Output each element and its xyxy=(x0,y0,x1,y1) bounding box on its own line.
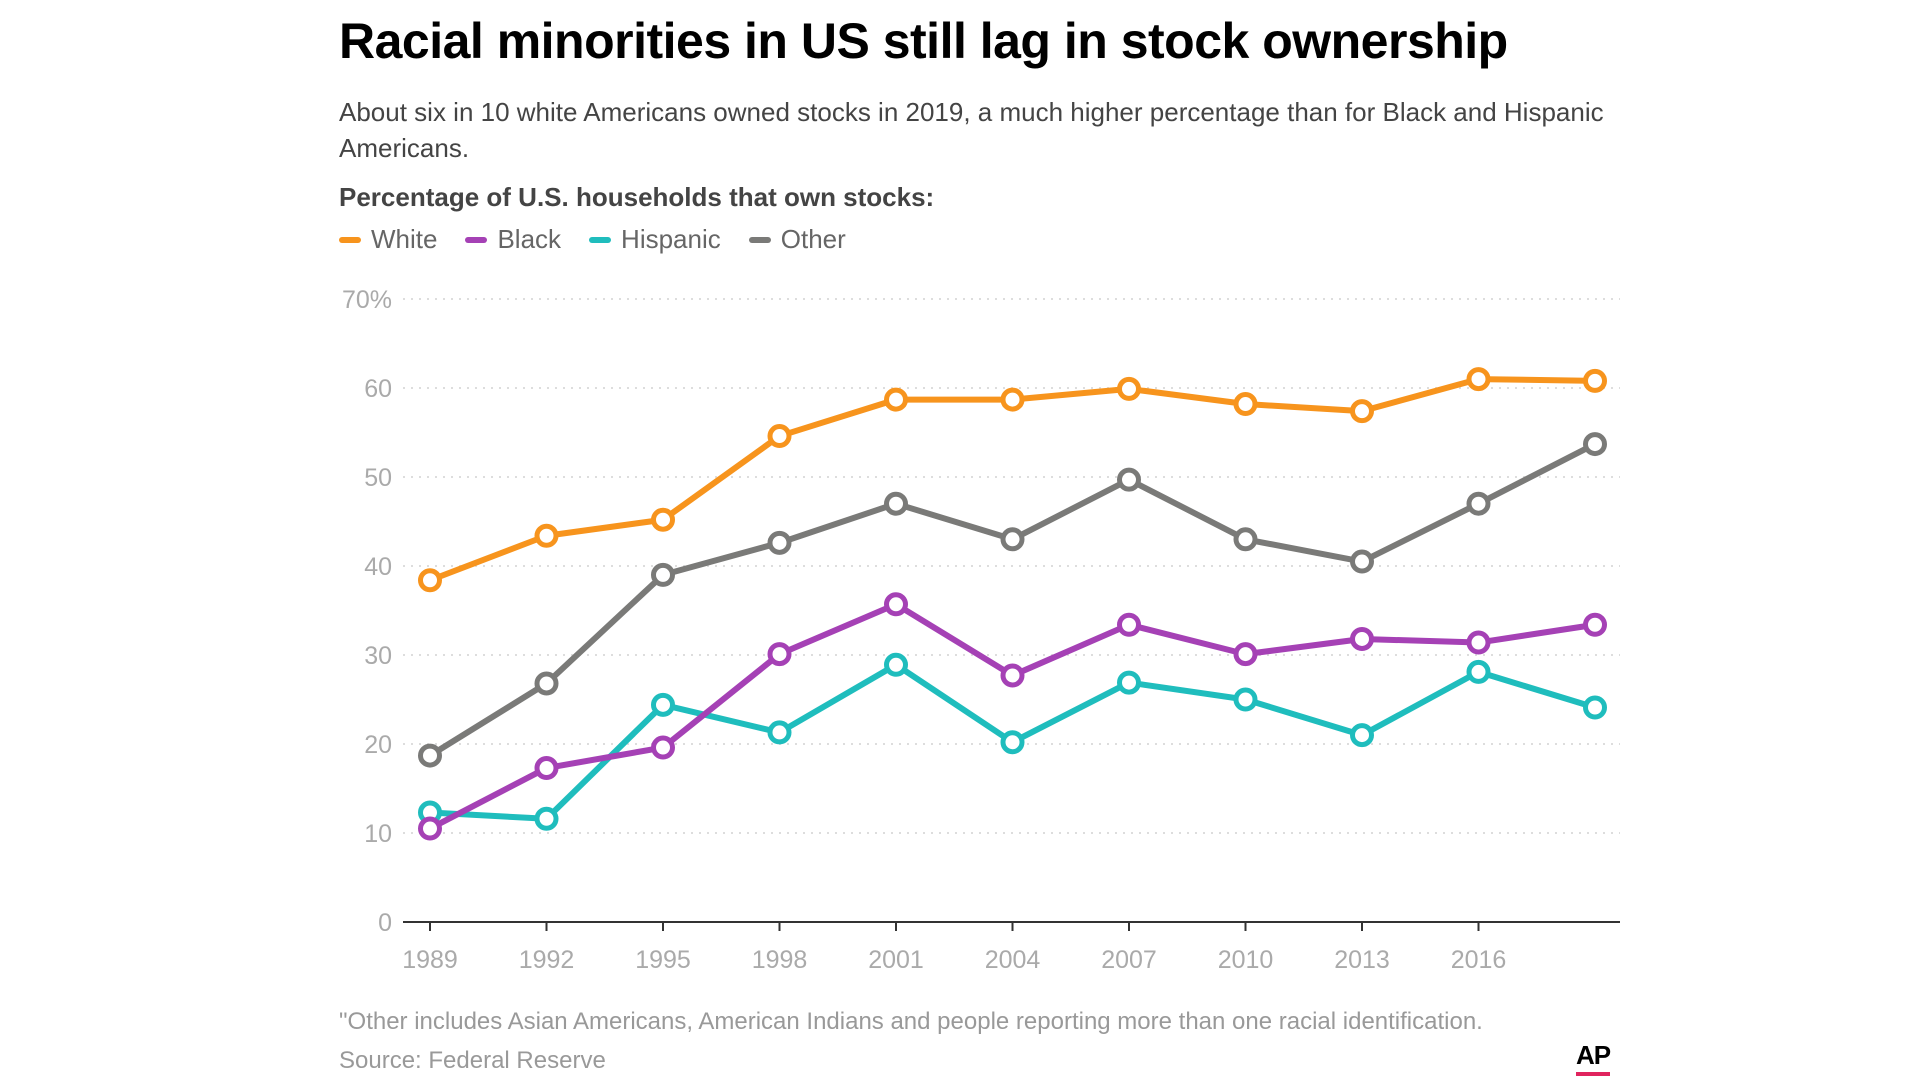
data-point-other xyxy=(1117,467,1141,492)
data-point-other xyxy=(767,530,792,555)
legend: White Black Hispanic Other xyxy=(339,224,846,255)
data-point-white xyxy=(767,424,792,449)
data-point-other xyxy=(1466,491,1491,516)
data-point-black xyxy=(884,592,908,617)
legend-item-other: Other xyxy=(748,224,846,255)
legend-swatch-other xyxy=(748,236,771,243)
legend-swatch-black xyxy=(465,236,488,243)
y-tick-label: 50 xyxy=(364,464,392,492)
x-tick-label: 1992 xyxy=(519,946,575,974)
x-tick-label: 2010 xyxy=(1218,946,1274,974)
legend-label-other: Other xyxy=(780,224,846,254)
data-point-white xyxy=(1000,387,1025,412)
y-tick-label: 30 xyxy=(364,642,392,670)
data-point-hispanic xyxy=(1583,695,1607,720)
legend-label-hispanic: Hispanic xyxy=(621,224,721,254)
legend-item-white: White xyxy=(339,224,437,255)
data-point-black xyxy=(1466,630,1491,655)
data-point-black xyxy=(418,816,442,841)
y-tick-label: 0 xyxy=(378,909,392,937)
chart-title: Racial minorities in US still lag in sto… xyxy=(339,13,1508,69)
data-point-black xyxy=(1117,612,1141,637)
data-points xyxy=(418,367,1607,841)
data-point-white xyxy=(884,387,908,412)
data-point-white xyxy=(1350,399,1374,424)
ap-logo-underline xyxy=(1576,1072,1610,1076)
data-point-black xyxy=(1583,612,1607,637)
data-point-hispanic xyxy=(1000,730,1025,755)
y-tick-label: 70% xyxy=(342,286,392,314)
source-note: Source: Federal Reserve xyxy=(339,1047,606,1074)
data-point-hispanic xyxy=(884,652,908,677)
series-lines xyxy=(427,376,1598,832)
legend-item-hispanic: Hispanic xyxy=(589,224,721,255)
data-point-black xyxy=(534,756,559,781)
chart-subtitle: About six in 10 white Americans owned st… xyxy=(339,97,1604,163)
data-point-black xyxy=(1233,642,1258,667)
y-tick-label: 40 xyxy=(364,553,392,581)
legend-swatch-white xyxy=(339,236,361,243)
data-point-hispanic xyxy=(1350,723,1374,748)
y-tick-label: 20 xyxy=(364,731,392,759)
x-tick-label: 1989 xyxy=(402,946,458,974)
data-point-white xyxy=(534,523,559,548)
legend-swatch-hispanic xyxy=(589,236,612,243)
data-point-black xyxy=(767,642,792,667)
data-point-other xyxy=(884,491,908,516)
series-line-black xyxy=(427,601,1598,832)
x-tick-label: 1995 xyxy=(635,946,691,974)
data-point-other xyxy=(1233,527,1258,552)
axes: 0 10 20 30 40 50 60 70% 1989 1992 1995 1998 2001 2004… xyxy=(342,286,1620,974)
footnote: "Other includes Asian Americans, America… xyxy=(339,1008,1483,1035)
legend-item-black: Black xyxy=(465,224,561,255)
data-point-white xyxy=(651,507,675,532)
data-point-other xyxy=(651,562,675,587)
data-point-hispanic xyxy=(767,720,792,745)
y-tick-label: 60 xyxy=(364,375,392,403)
data-point-white xyxy=(1233,392,1258,417)
x-tick-label: 2013 xyxy=(1334,946,1390,974)
legend-label-white: White xyxy=(371,224,438,254)
data-point-hispanic xyxy=(534,806,559,831)
data-point-white xyxy=(1583,368,1607,393)
data-point-other xyxy=(1350,549,1374,574)
chart-heading: Percentage of U.S. households that own s… xyxy=(339,182,935,212)
data-point-hispanic xyxy=(1233,687,1258,712)
x-tick-label: 1998 xyxy=(752,946,808,974)
data-point-white xyxy=(418,568,442,593)
data-point-black xyxy=(651,735,675,760)
x-tick-label: 2016 xyxy=(1451,946,1507,974)
data-point-white xyxy=(1117,376,1141,401)
legend-label-black: Black xyxy=(497,224,562,254)
ap-logo: AP xyxy=(1576,1040,1611,1070)
y-tick-label: 10 xyxy=(364,820,392,848)
x-tick-label: 2004 xyxy=(985,946,1041,974)
x-tick-label: 2001 xyxy=(868,946,924,974)
series-line-other xyxy=(427,441,1598,759)
data-point-other xyxy=(534,671,559,696)
data-point-hispanic xyxy=(651,692,675,717)
x-tick-label: 2007 xyxy=(1101,946,1157,974)
data-point-black xyxy=(1000,663,1025,688)
data-point-other xyxy=(1583,432,1607,457)
data-point-white xyxy=(1466,367,1491,392)
data-point-other xyxy=(1000,527,1025,552)
data-point-hispanic xyxy=(1117,670,1141,695)
data-point-other xyxy=(418,743,442,768)
data-point-hispanic xyxy=(1466,659,1491,684)
data-point-black xyxy=(1350,626,1374,651)
